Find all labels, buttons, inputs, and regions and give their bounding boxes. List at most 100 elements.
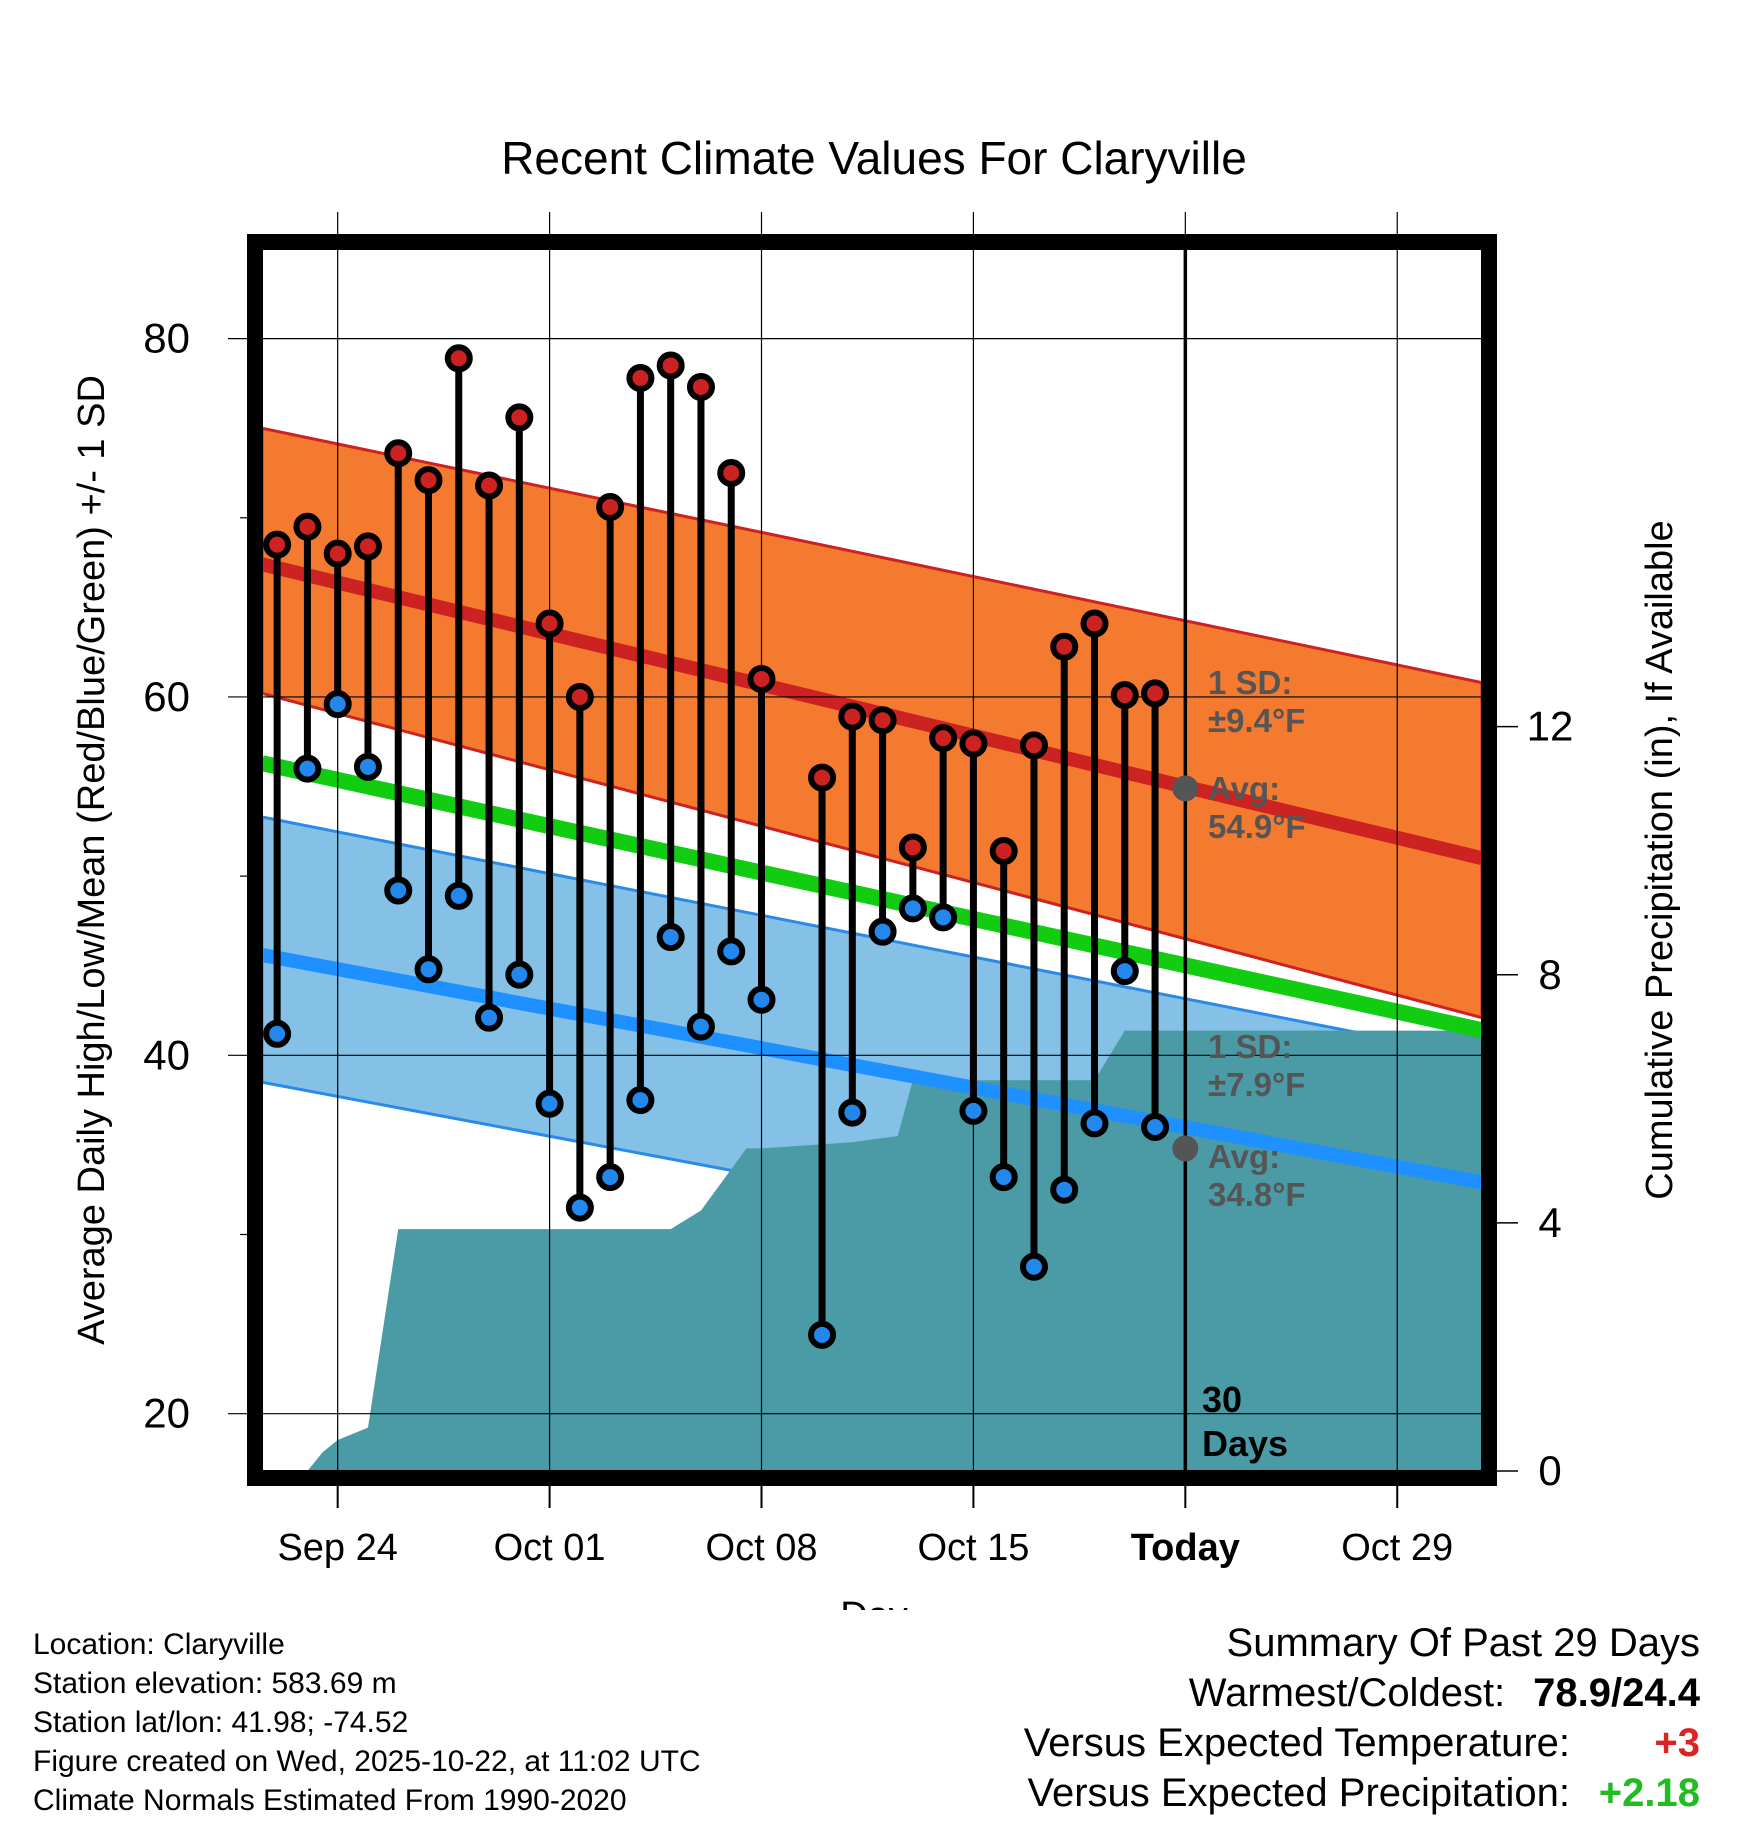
high-point (959, 729, 988, 758)
low-point (1080, 1109, 1109, 1138)
high-point (444, 344, 473, 373)
station-info: Location: Claryville Station elevation: … (33, 1625, 701, 1820)
low-point (1110, 957, 1139, 986)
low-point (475, 1003, 504, 1032)
low-point (1141, 1112, 1170, 1141)
x-tick-label: Oct 01 (494, 1527, 606, 1569)
low-point (1019, 1252, 1048, 1281)
x-tick-label: Sep 24 (277, 1527, 397, 1569)
high-point (808, 763, 837, 792)
high-point (1141, 679, 1170, 708)
low-point (747, 985, 776, 1014)
low-sd-label: 1 SD: ±7.9°F (1208, 1028, 1305, 1103)
temp-label: Versus Expected Temperature: (1023, 1721, 1570, 1765)
low-point (384, 876, 413, 905)
precip-label: Versus Expected Precipitation: (1027, 1771, 1570, 1815)
low-avg-label: Avg: 34.8°F (1208, 1138, 1306, 1213)
high-point (686, 372, 715, 401)
low-point (444, 881, 473, 910)
y-tick-label: 40 (143, 1031, 190, 1078)
y2-tick-label: 12 (1527, 703, 1574, 750)
temp-value: +3 (1654, 1721, 1700, 1765)
low-point (717, 937, 746, 966)
low-point (1050, 1175, 1079, 1204)
high-point (868, 706, 897, 735)
y-tick-label: 60 (143, 673, 190, 720)
low-point (596, 1163, 625, 1192)
high-avg-label: Avg: 54.9°F (1208, 770, 1306, 845)
chart-title: Recent Climate Values For Claryville (501, 132, 1247, 184)
low-point (959, 1096, 988, 1125)
precip-value: +2.18 (1598, 1771, 1700, 1815)
high-point (596, 493, 625, 522)
low-point (989, 1163, 1018, 1192)
low-point (929, 903, 958, 932)
plot-area: Sep 24 Oct 01 Oct 08 Oct 15 Today Oct 2920406… (143, 212, 1573, 1569)
low-point (323, 690, 352, 719)
low-point (686, 1012, 715, 1041)
high-point (353, 532, 382, 561)
high-point (414, 466, 443, 495)
climate-chart: Recent Climate Values For Claryville Ave… (71, 132, 1681, 1610)
low-point (565, 1193, 594, 1222)
low-point (505, 960, 534, 989)
normals-text: Climate Normals Estimated From 1990-2020 (33, 1784, 627, 1817)
low-point (808, 1320, 837, 1349)
summary-precip-row: Versus Expected Precipitation: +2.18 (1024, 1768, 1700, 1818)
summary-title: Summary Of Past 29 Days (1226, 1621, 1700, 1665)
low-point (535, 1089, 564, 1118)
low-point (263, 1019, 292, 1048)
y2-tick-label: 4 (1538, 1199, 1561, 1246)
summary-temp-row: Versus Expected Temperature: +3 (1024, 1718, 1700, 1768)
location-text: Location: Claryville (33, 1628, 285, 1661)
low-point (353, 752, 382, 781)
high-point (838, 702, 867, 731)
y2-tick-label: 8 (1538, 951, 1561, 998)
warmest-value: 78.9/24.4 (1533, 1671, 1700, 1715)
low-point (898, 894, 927, 923)
elevation-text: Station elevation: 583.69 m (33, 1667, 397, 1700)
x-tick-label: Oct 15 (917, 1527, 1029, 1569)
y-tick-label: 80 (143, 315, 190, 362)
x-tick-label: Oct 08 (706, 1527, 818, 1569)
summary-panel: Summary Of Past 29 Days Warmest/Coldest:… (1024, 1618, 1700, 1818)
x-axis-label: Day (840, 1595, 908, 1610)
high-point (1110, 681, 1139, 710)
high-point (1080, 609, 1109, 638)
today-high-normal-marker (1172, 775, 1199, 802)
y-axis-label: Average Daily High/Low/Mean (Red/Blue/Gr… (71, 375, 113, 1345)
high-point (626, 364, 655, 393)
low-point (838, 1098, 867, 1127)
high-point (929, 724, 958, 753)
high-point (747, 665, 776, 694)
warmest-label: Warmest/Coldest: (1188, 1671, 1506, 1715)
latlon-text: Station lat/lon: 41.98; -74.52 (33, 1706, 409, 1739)
x-tick-label: Today (1131, 1527, 1240, 1569)
low-point (656, 923, 685, 952)
low-point (293, 754, 322, 783)
plot-frame (247, 234, 1497, 1486)
high-sd-label: 1 SD: ±9.4°F (1208, 664, 1305, 739)
high-point (717, 458, 746, 487)
y2-tick-label: 0 (1538, 1447, 1561, 1494)
high-point (656, 351, 685, 380)
high-point (898, 833, 927, 862)
high-point (1050, 632, 1079, 661)
high-point (1019, 731, 1048, 760)
summary-warmest-row: Warmest/Coldest: 78.9/24.4 (1024, 1668, 1700, 1718)
created-text: Figure created on Wed, 2025-10-22, at 11… (33, 1745, 701, 1778)
days-label: 30 Days (1202, 1379, 1288, 1464)
x-tick-label: Oct 29 (1341, 1527, 1453, 1569)
high-point (565, 682, 594, 711)
high-point (535, 609, 564, 638)
high-point (989, 837, 1018, 866)
high-point (505, 403, 534, 432)
low-normal-line (262, 948, 1482, 1190)
low-point (868, 917, 897, 946)
high-point (475, 471, 504, 500)
mean-normal-line (262, 755, 1482, 1039)
y2-axis-label: Cumulative Precipitation (in), If Availa… (1639, 520, 1681, 1199)
today-low-normal-marker (1172, 1135, 1199, 1162)
low-point (626, 1086, 655, 1115)
high-point (263, 530, 292, 559)
